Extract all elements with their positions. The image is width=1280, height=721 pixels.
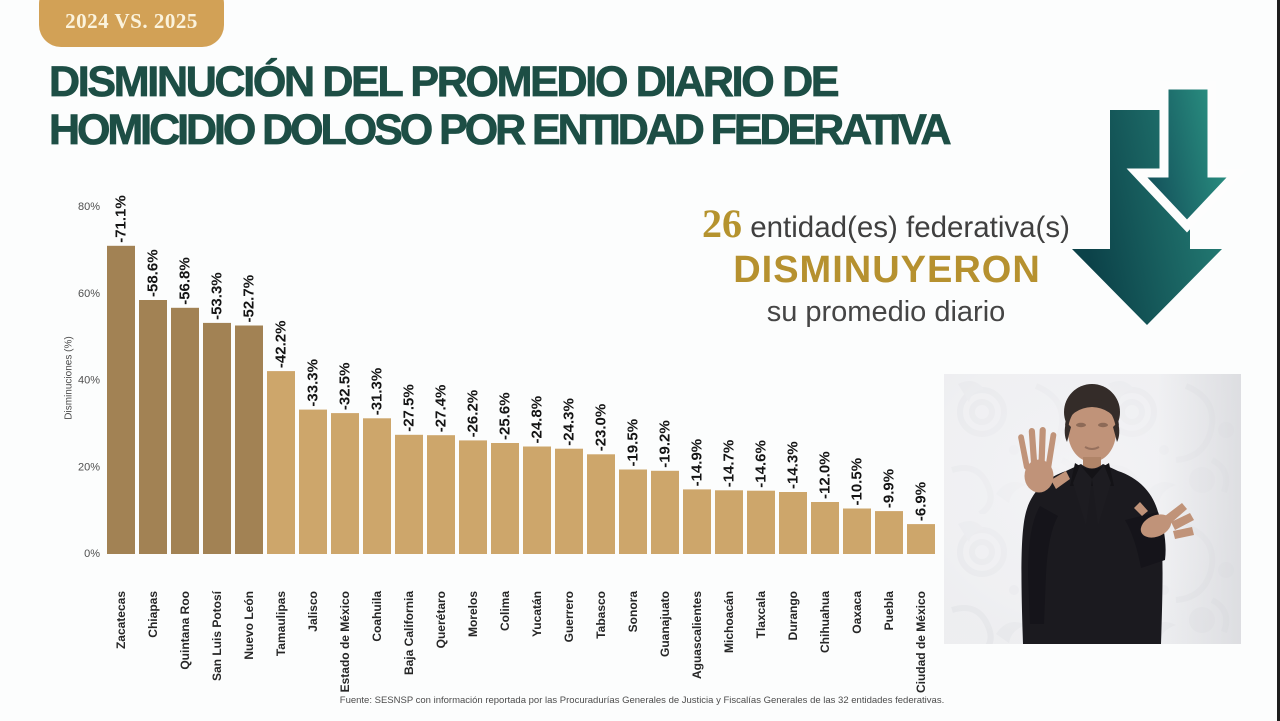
svg-text:Jalisco: Jalisco [306,591,320,632]
svg-text:Nuevo León: Nuevo León [242,591,256,660]
svg-text:-19.5%: -19.5% [625,419,642,467]
svg-text:Tamaulipas: Tamaulipas [274,591,288,656]
svg-text:Yucatán: Yucatán [530,591,544,637]
svg-text:Michoacán: Michoacán [722,591,736,653]
svg-text:-24.8%: -24.8% [529,396,546,444]
svg-text:60%: 60% [78,288,100,300]
svg-text:20%: 20% [78,461,100,473]
svg-text:80%: 80% [78,201,100,213]
svg-text:-24.3%: -24.3% [561,398,578,446]
svg-text:-12.0%: -12.0% [817,451,834,499]
svg-text:-6.9%: -6.9% [913,482,930,521]
svg-text:-19.2%: -19.2% [657,420,674,468]
svg-text:San Luis Potosí: San Luis Potosí [210,590,224,681]
svg-text:-53.3%: -53.3% [209,272,226,320]
svg-text:-33.3%: -33.3% [305,359,322,407]
svg-text:-27.5%: -27.5% [401,384,418,432]
svg-text:Querétaro: Querétaro [434,591,448,648]
svg-text:Oaxaca: Oaxaca [850,591,864,634]
svg-text:-27.4%: -27.4% [433,385,450,433]
svg-text:Guerrero: Guerrero [562,591,576,642]
svg-text:-9.9%: -9.9% [881,469,898,508]
svg-text:-14.9%: -14.9% [689,439,706,487]
svg-text:Baja California: Baja California [402,591,416,675]
svg-text:-14.3%: -14.3% [785,441,802,489]
svg-text:Coahuila: Coahuila [370,591,384,642]
svg-text:Estado de México: Estado de México [338,591,352,692]
svg-text:Chihuahua: Chihuahua [818,591,832,653]
svg-text:Quintana Roo: Quintana Roo [178,591,192,670]
svg-text:Disminuciones (%): Disminuciones (%) [64,336,75,419]
svg-text:Tlaxcala: Tlaxcala [754,591,768,639]
svg-text:-42.2%: -42.2% [273,321,290,369]
svg-text:Zacatecas: Zacatecas [114,591,128,649]
svg-text:-26.2%: -26.2% [465,390,482,438]
svg-text:-71.1%: -71.1% [113,195,130,243]
svg-text:Chiapas: Chiapas [146,591,160,638]
svg-text:Guanajuato: Guanajuato [658,591,672,657]
svg-text:-52.7%: -52.7% [241,275,258,323]
svg-text:Durango: Durango [786,591,800,640]
svg-text:Colima: Colima [498,591,512,631]
svg-text:-56.8%: -56.8% [177,257,194,305]
svg-text:-10.5%: -10.5% [849,458,866,506]
svg-text:Puebla: Puebla [882,591,896,631]
svg-text:-23.0%: -23.0% [593,404,610,452]
svg-text:0%: 0% [84,548,100,560]
svg-text:Morelos: Morelos [466,591,480,637]
svg-text:Aguascalientes: Aguascalientes [690,591,704,679]
svg-text:-31.3%: -31.3% [369,368,386,416]
svg-text:Sonora: Sonora [626,591,640,633]
svg-text:-25.6%: -25.6% [497,392,514,440]
svg-text:-58.6%: -58.6% [145,249,162,297]
svg-text:-14.6%: -14.6% [753,440,770,488]
svg-text:Ciudad de México: Ciudad de México [914,591,928,693]
svg-text:-32.5%: -32.5% [337,363,354,411]
svg-text:40%: 40% [78,375,100,387]
svg-text:Tabasco: Tabasco [594,591,608,639]
svg-text:-14.7%: -14.7% [721,440,738,488]
